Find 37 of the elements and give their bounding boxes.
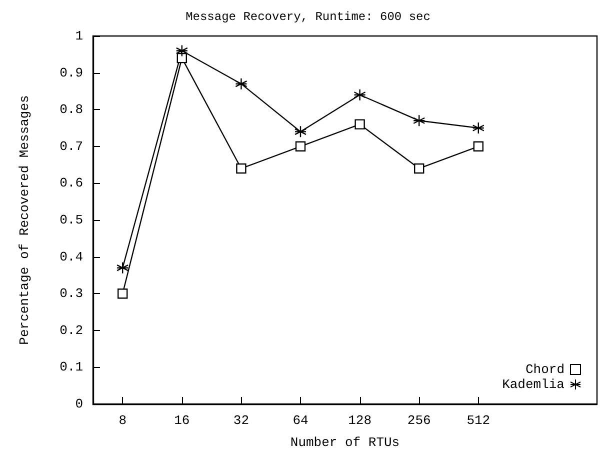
chart-title: Message Recovery, Runtime: 600 sec xyxy=(186,10,430,24)
point xyxy=(414,163,424,174)
y-tick-label: 0.2 xyxy=(60,322,83,338)
y-tick-label: 0.4 xyxy=(60,249,84,264)
legend-label: Kademlia xyxy=(502,377,565,392)
point xyxy=(116,262,129,274)
x-tick-label: 256 xyxy=(407,413,431,428)
point xyxy=(235,78,248,90)
point xyxy=(413,114,426,127)
point xyxy=(176,44,188,57)
point xyxy=(294,126,307,138)
x-tick-label: 32 xyxy=(233,413,250,428)
y-tick-label: 1 xyxy=(75,28,84,44)
point xyxy=(176,52,187,64)
point xyxy=(473,141,484,152)
y-axis-title: Percentage of Recovered Messages xyxy=(17,95,32,345)
y-tick-label: 0 xyxy=(75,396,83,412)
point xyxy=(472,122,484,134)
point xyxy=(354,88,366,101)
y-tick-label: 0.5 xyxy=(60,212,83,228)
y-tick-label: 0.8 xyxy=(60,102,83,118)
y-tick-label: 0.9 xyxy=(60,65,83,80)
y-tick-label: 0.7 xyxy=(60,138,83,154)
x-tick-label: 64 xyxy=(292,413,308,428)
y-tick-label: 0.1 xyxy=(60,360,84,375)
point xyxy=(236,163,246,174)
point xyxy=(295,141,306,152)
x-tick-label: 16 xyxy=(174,413,190,428)
legend-label: Chord xyxy=(525,362,564,377)
x-tick-label: 128 xyxy=(348,413,372,428)
y-tick-label: 0.3 xyxy=(60,286,83,302)
point xyxy=(118,288,128,299)
x-tick-label: 8 xyxy=(118,413,127,428)
point xyxy=(354,119,365,130)
x-axis-title: Number of RTUs xyxy=(290,435,400,450)
y-tick-label: 0.6 xyxy=(60,176,83,191)
x-tick-label: 512 xyxy=(466,413,490,428)
